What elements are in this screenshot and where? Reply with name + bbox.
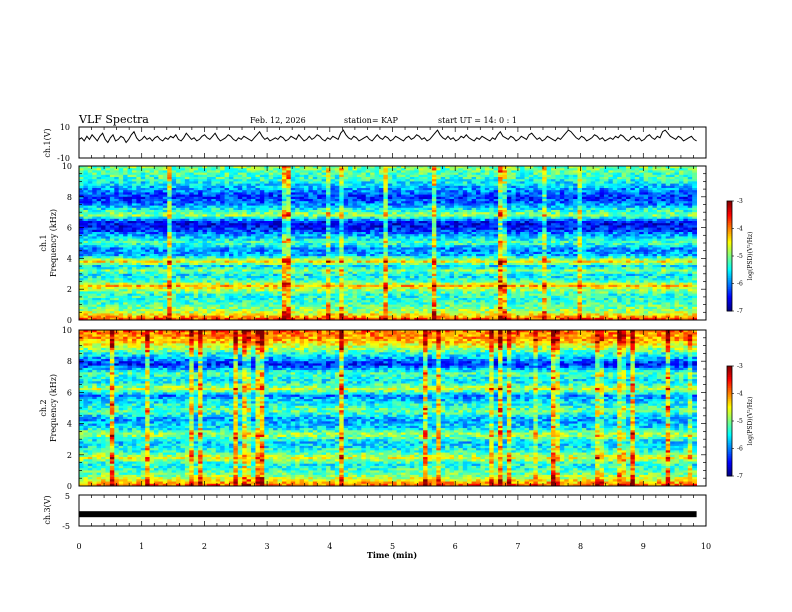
ch1-ytick-top: 10 [60,123,70,132]
station-label: station= KAP [344,116,399,125]
ch1-xticks [79,127,706,158]
ch1-waveform-panel: 10 -10 ch.1(V) [43,123,706,163]
ch1-spectrogram-cells [79,166,697,320]
figure-title: VLF Spectra [78,113,149,126]
vlf-spectra-figure: VLF Spectra Feb. 12, 2026 station= KAP s… [0,0,792,612]
start-time-label: start UT = 14: 0 : 1 [438,116,517,125]
ch1-ylabel: ch.1(V) [43,128,52,157]
date-label: Feb. 12, 2026 [250,116,306,125]
ch1-waveform-line [79,130,697,142]
